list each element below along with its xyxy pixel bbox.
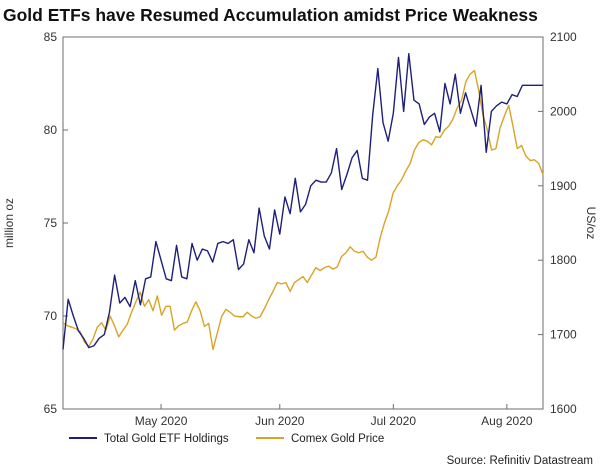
x-axis: May 2020 Jun 2020 Jul 2020 Aug 2020 xyxy=(135,404,533,428)
right-tick-label: 2000 xyxy=(550,104,577,118)
left-tick-label: 75 xyxy=(44,216,58,230)
right-tick-label: 1600 xyxy=(550,402,577,416)
left-axis-label: million oz xyxy=(2,198,16,248)
left-tick-label: 85 xyxy=(44,30,58,44)
right-tick-label: 1800 xyxy=(550,253,577,267)
legend: Total Gold ETF Holdings Comex Gold Price xyxy=(69,433,384,445)
left-tick-label: 80 xyxy=(44,123,58,137)
right-tick-label: 1900 xyxy=(550,179,577,193)
legend-label-gold-price: Comex Gold Price xyxy=(291,433,384,445)
x-tick-label: May 2020 xyxy=(135,414,188,428)
series-line-etf-holdings xyxy=(62,53,543,350)
x-tick-label: Aug 2020 xyxy=(481,414,533,428)
series-layer xyxy=(62,53,544,351)
right-tick-label: 1700 xyxy=(550,328,577,342)
right-tick-label: 2100 xyxy=(550,30,577,44)
right-axis: 1600 1700 1800 1900 2000 2100 xyxy=(538,30,577,416)
plot-area-frame xyxy=(62,36,544,410)
legend-label-etf-holdings: Total Gold ETF Holdings xyxy=(104,433,229,445)
source-note: Source: Refinitiv Datastream xyxy=(447,455,593,467)
x-tick-label: Jul 2020 xyxy=(371,414,417,428)
left-axis: 65 70 75 80 85 xyxy=(44,30,68,416)
x-tick-label: Jun 2020 xyxy=(255,414,305,428)
left-tick-label: 70 xyxy=(44,309,58,323)
left-tick-label: 65 xyxy=(44,402,58,416)
right-axis-label: US/oz xyxy=(584,207,598,240)
series-line-gold-price xyxy=(62,69,544,351)
chart-title: Gold ETFs have Resumed Accumulation amid… xyxy=(3,5,538,25)
